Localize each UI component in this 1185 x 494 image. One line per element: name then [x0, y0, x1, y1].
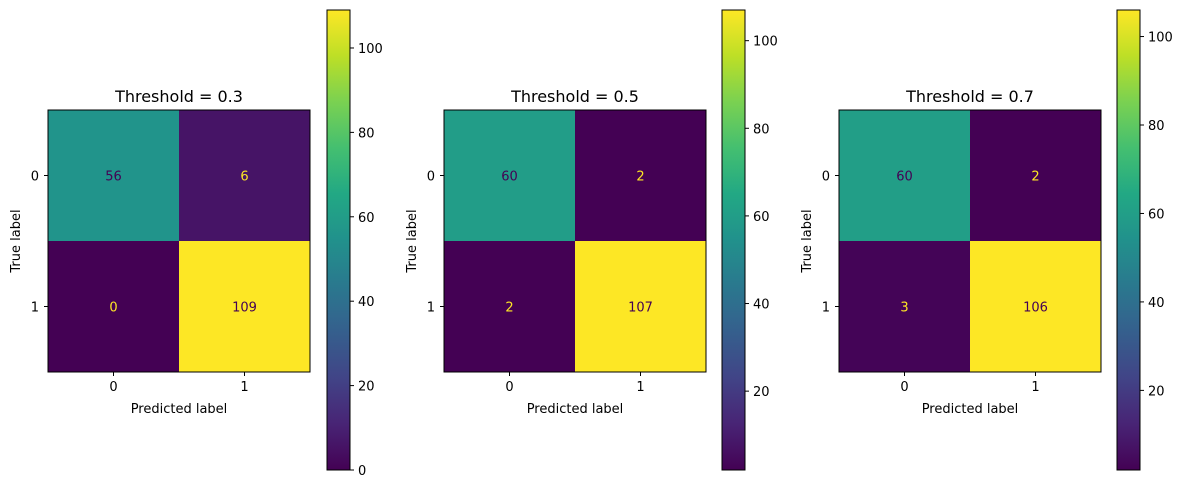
colorbar-tick-label: 80 — [753, 122, 770, 137]
matrix-cell — [444, 110, 575, 241]
cell-value-label: 107 — [628, 301, 653, 316]
colorbar-tick-label: 40 — [358, 295, 375, 310]
x-axis-label: Predicted label — [131, 402, 228, 417]
colorbar-tick-label: 60 — [1148, 207, 1165, 222]
x-tick-label: 1 — [1031, 380, 1039, 395]
cell-value-label: 60 — [896, 170, 913, 185]
matrix-cell — [179, 241, 310, 372]
cell-value-label: 109 — [232, 301, 257, 316]
colorbar-tick-label: 60 — [753, 210, 770, 225]
confusion-matrix-panel-3: Threshold = 0.7 60 2 3 106 0 1 0 1 Predicted labe… — [800, 9, 1173, 471]
matrix-cell — [970, 241, 1101, 372]
y-tick-label: 0 — [822, 170, 830, 185]
matrix-cell — [179, 110, 310, 241]
x-tick-label: 0 — [109, 380, 117, 395]
colorbar-tick-label: 20 — [358, 380, 375, 395]
confusion-matrix-panel-2: Threshold = 0.5 60 2 2 107 0 1 0 1 Predicted labe… — [405, 9, 778, 471]
colorbar-tick-label: 40 — [1148, 296, 1165, 311]
colorbar-tick-label: 20 — [753, 385, 770, 400]
cell-value-label: 2 — [505, 301, 513, 316]
y-tick-label: 1 — [31, 301, 39, 316]
colorbar-tick-label: 100 — [358, 42, 383, 57]
cell-value-label: 3 — [900, 301, 908, 316]
panel-title: Threshold = 0.5 — [510, 87, 639, 106]
matrix-cell — [575, 110, 706, 241]
colorbar-tick-label: 20 — [1148, 384, 1165, 399]
colorbar-tick-label: 100 — [753, 35, 778, 50]
cell-value-label: 2 — [636, 170, 644, 185]
colorbar-tick-label: 40 — [753, 298, 770, 313]
y-tick-label: 1 — [427, 301, 435, 316]
y-axis-label: True label — [405, 209, 420, 273]
colorbar-frame — [721, 9, 746, 471]
colorbar-tick-label: 80 — [1148, 119, 1165, 134]
y-tick-label: 1 — [822, 301, 830, 316]
y-tick-label: 0 — [427, 170, 435, 185]
matrix-cell — [575, 241, 706, 372]
x-tick-label: 1 — [636, 380, 644, 395]
x-axis-label: Predicted label — [527, 402, 624, 417]
cell-value-label: 2 — [1031, 170, 1039, 185]
matrix-cell — [839, 110, 970, 241]
colorbar-tick-label: 100 — [1148, 31, 1173, 46]
colorbar-tick-label: 0 — [358, 464, 366, 479]
panel-title: Threshold = 0.7 — [905, 87, 1034, 106]
cell-value-label: 60 — [501, 170, 518, 185]
panel-title: Threshold = 0.3 — [114, 87, 243, 106]
cell-value-label: 6 — [240, 170, 248, 185]
colorbar-frame — [1116, 9, 1141, 471]
colorbar-tick-label: 80 — [358, 126, 375, 141]
colorbar — [1117, 10, 1140, 470]
y-axis-label: True label — [800, 209, 815, 273]
x-axis-label: Predicted label — [922, 402, 1019, 417]
axes-frame — [443, 109, 707, 373]
colorbar-tick-label: 60 — [358, 211, 375, 226]
colorbar-frame — [326, 9, 351, 471]
matrix-cell — [48, 110, 179, 241]
y-tick-label: 0 — [31, 170, 39, 185]
y-axis-label: True label — [9, 209, 24, 273]
x-tick-label: 1 — [240, 380, 248, 395]
colorbar — [722, 10, 745, 470]
axes-frame — [47, 109, 311, 373]
matrix-cell — [48, 241, 179, 372]
x-tick-label: 0 — [900, 380, 908, 395]
matrix-cell — [970, 110, 1101, 241]
x-tick-label: 0 — [505, 380, 513, 395]
colorbar — [327, 10, 350, 470]
cell-value-label: 0 — [109, 301, 117, 316]
matrix-cell — [444, 241, 575, 372]
cell-value-label: 106 — [1023, 301, 1048, 316]
cell-value-label: 56 — [105, 170, 122, 185]
axes-frame — [838, 109, 1102, 373]
matrix-cell — [839, 241, 970, 372]
